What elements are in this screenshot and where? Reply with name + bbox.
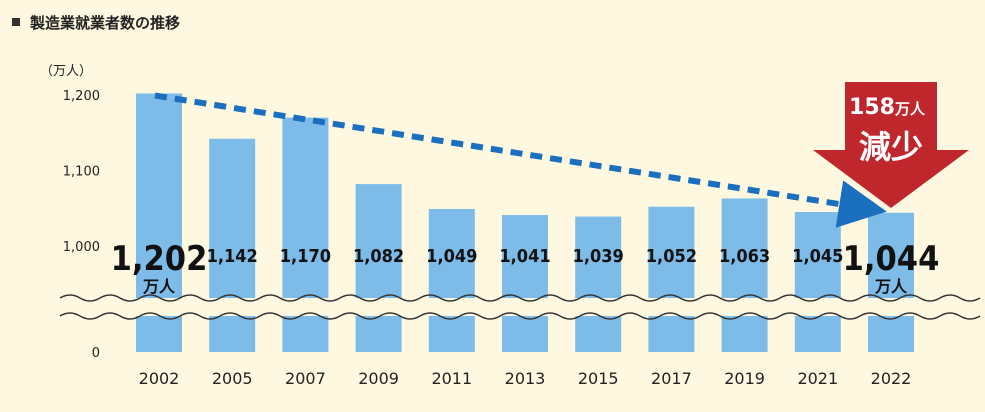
bar-value-unit: 万人 xyxy=(874,277,908,296)
bar-value-label: 1,049 xyxy=(426,246,477,267)
x-tick-label: 2013 xyxy=(505,369,546,388)
bar-value-label: 1,041 xyxy=(499,246,550,267)
y-tick-label: 1,100 xyxy=(63,165,100,180)
bar xyxy=(721,198,768,352)
x-tick-label: 2021 xyxy=(797,369,838,388)
title-square-icon xyxy=(12,17,20,26)
bar-value-label: 1,063 xyxy=(719,246,770,267)
bar-value-label: 1,044 xyxy=(843,239,940,279)
bar xyxy=(428,209,475,352)
x-tick-label: 2022 xyxy=(871,369,912,388)
bar-value-label: 1,170 xyxy=(280,246,331,267)
bar xyxy=(575,216,622,352)
x-tick-label: 2011 xyxy=(431,369,472,388)
bar-value-label: 1,082 xyxy=(353,246,404,267)
trend-arrow xyxy=(154,92,887,228)
bar-value-label: 1,052 xyxy=(646,246,697,267)
decrease-arrow xyxy=(813,82,969,208)
bar xyxy=(648,206,695,352)
annotation-text: 減少 xyxy=(859,128,923,166)
chart-title: 製造業就業者数の推移 xyxy=(12,12,180,33)
bar xyxy=(868,212,914,352)
axis-break-line xyxy=(59,312,981,320)
x-tick-label: 2017 xyxy=(651,369,692,388)
bar-value-unit: 万人 xyxy=(142,277,176,296)
bar xyxy=(209,138,256,352)
x-tick-label: 2007 xyxy=(285,369,326,388)
y-axis-label: （万人） xyxy=(40,64,92,79)
x-tick-label: 2019 xyxy=(724,369,765,388)
chart-title-text: 製造業就業者数の推移 xyxy=(30,14,181,32)
bar-value-label: 1,039 xyxy=(573,246,624,267)
bar-value-label: 1,142 xyxy=(207,246,258,267)
bar-value-label: 1,202 xyxy=(111,239,208,279)
bar-value-label: 1,045 xyxy=(792,246,843,267)
x-tick-label: 2005 xyxy=(212,369,253,388)
axis-break-band xyxy=(60,298,960,316)
x-tick-label: 2002 xyxy=(139,369,180,388)
bar xyxy=(502,215,548,352)
x-tick-label: 2009 xyxy=(358,369,399,388)
bar xyxy=(355,184,402,352)
y-tick-label: 1,200 xyxy=(63,89,100,104)
bar xyxy=(794,212,841,352)
annotation-value: 158万人 xyxy=(849,95,926,120)
x-tick-label: 2015 xyxy=(578,369,619,388)
axis-break-line xyxy=(59,294,981,302)
y-tick-label: 0 xyxy=(92,346,100,361)
y-tick-label: 1,000 xyxy=(63,240,100,255)
